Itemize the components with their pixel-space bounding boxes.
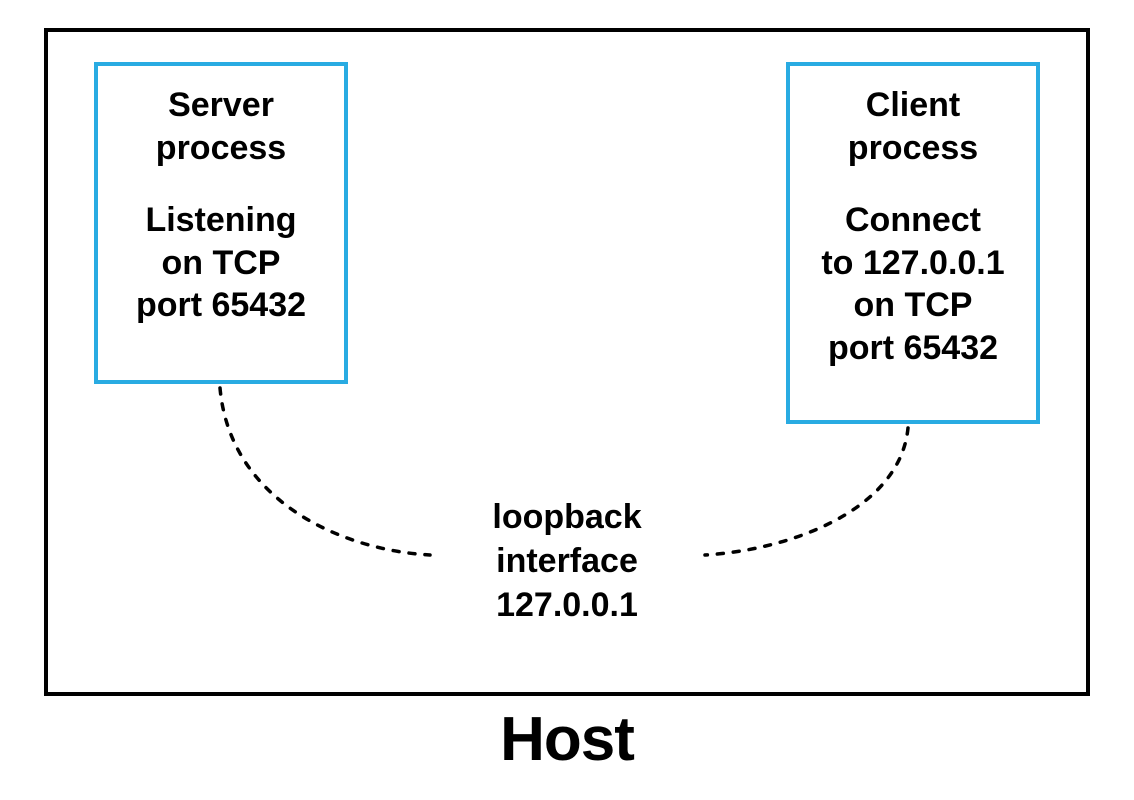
server-detail-line2: on TCP [162,244,281,282]
server-detail-line3: port 65432 [136,286,306,324]
diagram-canvas: Server process Listening on TCP port 654… [0,0,1134,800]
client-detail: Connect to 127.0.0.1 on TCP port 65432 [821,199,1004,369]
server-detail: Listening on TCP port 65432 [136,199,306,327]
server-detail-line1: Listening [145,201,296,239]
client-process-box: Client process Connect to 127.0.0.1 on T… [786,62,1040,424]
loopback-line2: interface [496,542,638,580]
loopback-line3: 127.0.0.1 [496,586,638,624]
client-detail-line1: Connect [845,201,981,239]
server-title-line1: Server [168,86,274,124]
client-title-line2: process [848,129,978,167]
server-title-line2: process [156,129,286,167]
client-detail-line2: to 127.0.0.1 [821,244,1004,282]
client-title: Client process [848,84,978,169]
host-label-text: Host [500,705,634,774]
host-label: Host [500,704,634,775]
client-title-line1: Client [866,86,960,124]
client-detail-line3: on TCP [854,286,973,324]
server-process-box: Server process Listening on TCP port 654… [94,62,348,384]
server-title: Server process [156,84,286,169]
loopback-label: loopback interface 127.0.0.1 [492,495,641,628]
loopback-line1: loopback [492,498,641,536]
client-detail-line4: port 65432 [828,329,998,367]
